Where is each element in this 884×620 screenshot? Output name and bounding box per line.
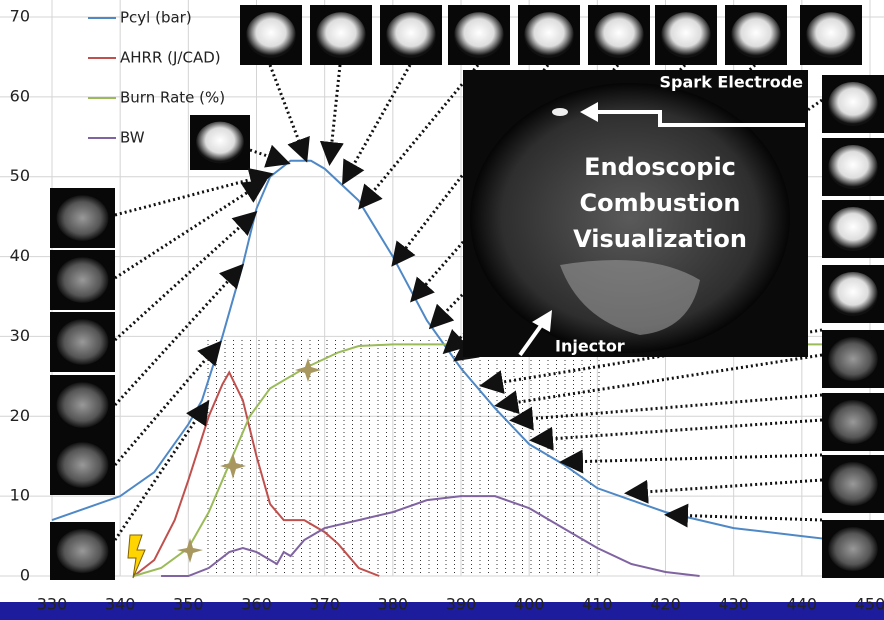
axis-labels: 0 10 20 30 40 50 60 70 330 340 350 360 370 380 390 400 4… bbox=[10, 7, 884, 614]
legend-label: BW bbox=[120, 129, 145, 147]
x-tick-label: 370 bbox=[309, 595, 340, 614]
x-tick-label: 400 bbox=[514, 595, 545, 614]
thumbnail-glow bbox=[594, 12, 644, 58]
image-title: Endoscopic Combustion Visualization bbox=[573, 153, 747, 253]
y-tick-label: 30 bbox=[10, 326, 30, 345]
series-line bbox=[161, 495, 700, 577]
y-tick-label: 50 bbox=[10, 166, 30, 185]
y-tick-label: 60 bbox=[10, 86, 30, 105]
thumbnail-glow bbox=[828, 399, 878, 445]
x-tick-label: 440 bbox=[787, 595, 818, 614]
y-tick-label: 70 bbox=[10, 7, 30, 26]
x-tick-label: 390 bbox=[446, 595, 477, 614]
legend: Pcyl (bar) AHRR (J/CAD) Burn Rate (%) BW bbox=[88, 9, 225, 147]
thumbnail-glow bbox=[56, 319, 109, 365]
series-line bbox=[133, 370, 380, 577]
x-tick-label: 350 bbox=[173, 595, 204, 614]
dotted-guides bbox=[207, 340, 600, 576]
x-tick-label: 340 bbox=[105, 595, 136, 614]
thumbnail-glow bbox=[454, 12, 504, 58]
thumbnail-glow bbox=[828, 144, 878, 190]
legend-label: Pcyl (bar) bbox=[120, 9, 192, 27]
thumbnail-glow bbox=[56, 257, 109, 303]
spark-label: Spark Electrode bbox=[660, 73, 804, 92]
thumbnail-glow bbox=[806, 12, 856, 58]
thumbnail-glow bbox=[56, 382, 109, 428]
thumbnail-glow bbox=[56, 528, 109, 574]
legend-label: Burn Rate (%) bbox=[120, 89, 225, 107]
burn-markers bbox=[177, 358, 321, 563]
x-tick-label: 430 bbox=[718, 595, 749, 614]
y-tick-label: 10 bbox=[10, 486, 30, 505]
thumbnail-glow bbox=[731, 12, 781, 58]
x-tick-label: 450 bbox=[855, 595, 884, 614]
spark-icon bbox=[127, 534, 146, 579]
x-tick-label: 330 bbox=[37, 595, 68, 614]
x-tick-label: 360 bbox=[241, 595, 272, 614]
thumbnail-glow bbox=[828, 206, 878, 252]
thumbnail-glow bbox=[196, 121, 244, 164]
thumbnail-glow bbox=[56, 195, 109, 241]
thumbnail-glow bbox=[828, 271, 878, 317]
y-tick-label: 40 bbox=[10, 246, 30, 265]
thumbnail-glow bbox=[828, 461, 878, 507]
scope-image: Spark Electrode Injector Endoscopic Combu… bbox=[463, 70, 808, 357]
x-tick-label: 420 bbox=[650, 595, 681, 614]
thumbnail-glow bbox=[524, 12, 574, 58]
legend-label: AHRR (J/CAD) bbox=[120, 49, 221, 67]
thumbnail-glow bbox=[828, 336, 878, 382]
thumbnail-glow bbox=[661, 12, 711, 58]
thumbnail-glow bbox=[246, 12, 296, 58]
thumbnail-glow bbox=[386, 12, 436, 58]
x-tick-label: 410 bbox=[582, 595, 613, 614]
thumbnail-glow bbox=[828, 526, 878, 572]
x-tick-label: 380 bbox=[378, 595, 409, 614]
thumbnail-glow bbox=[316, 12, 366, 58]
thumbnails bbox=[50, 5, 884, 580]
thumbnail-glow bbox=[828, 81, 878, 127]
thumbnail-glow bbox=[56, 442, 109, 488]
y-tick-label: 20 bbox=[10, 406, 30, 425]
y-tick-label: 0 bbox=[20, 566, 30, 585]
injector-label: Injector bbox=[555, 337, 625, 356]
